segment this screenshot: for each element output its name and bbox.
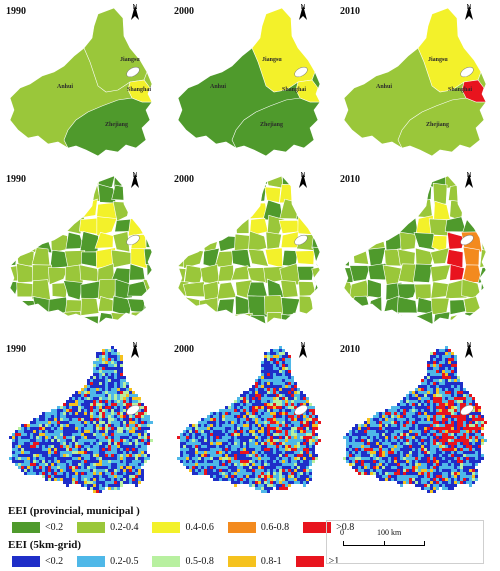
legend-swatch xyxy=(77,556,106,567)
label-jiangsu: Jiangsu xyxy=(428,57,448,63)
map-panel-grid-2000: 2000 N xyxy=(170,340,330,500)
map-panel-grid-1990: 1990 N xyxy=(2,340,162,500)
region-map xyxy=(9,175,153,325)
year-label: 1990 xyxy=(6,344,26,355)
legend-item: 0.2-0.5 xyxy=(77,556,138,567)
label-anhui: Anhui xyxy=(57,84,74,90)
legend-provincial-title: EEI (provincial, municipal ) xyxy=(8,505,140,517)
label-zhejiang: Zhejiang xyxy=(105,122,129,128)
legend-item: 0.8-1 xyxy=(227,556,282,567)
map-panel-provincial-2000: 2000 N Jiangsu Anhui Shanghai Zhejiang xyxy=(170,2,330,162)
map-panel-municipal-2000: 2000 N xyxy=(170,170,330,330)
label-shanghai: Shanghai xyxy=(127,87,152,93)
map-panel-provincial-1990: 1990 N Jiangsu Anhui Shanghai Zhejiang xyxy=(2,2,162,162)
year-label: 2010 xyxy=(340,174,360,185)
legend-label: 0.8-1 xyxy=(260,556,282,567)
legend-label: <0.2 xyxy=(45,522,64,533)
legend-swatch xyxy=(12,522,40,533)
legend-item: 0.5-0.8 xyxy=(152,556,214,567)
grid-map xyxy=(177,346,321,493)
scale-tick xyxy=(343,541,344,546)
north-arrow-icon: N xyxy=(296,172,310,188)
legend-label: >0.8 xyxy=(336,522,355,533)
legend-item: >0.8 xyxy=(303,522,354,533)
scale-label: 100 km xyxy=(377,528,402,537)
region-map xyxy=(343,175,487,325)
legend-label: 0.2-0.5 xyxy=(110,556,139,567)
legend-item: <0.2 xyxy=(12,556,63,567)
legend-swatch xyxy=(152,522,181,533)
legend-label: 0.5-0.8 xyxy=(185,556,214,567)
legend-swatch xyxy=(295,556,324,567)
north-arrow-icon: N xyxy=(462,342,476,358)
legend-swatch xyxy=(303,522,332,533)
year-label: 1990 xyxy=(6,174,26,185)
legend-label: >1 xyxy=(328,556,340,567)
region-map xyxy=(9,7,153,157)
map-panel-municipal-2010: 2010 N xyxy=(336,170,496,330)
north-arrow-icon: N xyxy=(296,4,310,20)
scale-tick xyxy=(384,541,385,546)
map-panel-municipal-1990: 1990 N xyxy=(2,170,162,330)
north-arrow-icon: N xyxy=(128,342,142,358)
grid-map xyxy=(343,346,487,493)
region-map xyxy=(177,175,321,325)
year-label: 2010 xyxy=(340,344,360,355)
region-map xyxy=(177,7,321,157)
north-arrow-icon: N xyxy=(128,172,142,188)
legend-swatch xyxy=(77,522,106,533)
north-arrow-icon: N xyxy=(462,172,476,188)
legend-label: 0.4-0.6 xyxy=(185,522,214,533)
north-arrow-icon: N xyxy=(128,4,142,20)
scalebar-frame xyxy=(326,520,484,564)
label-shanghai: Shanghai xyxy=(448,87,473,93)
legend-item: 0.2-0.4 xyxy=(77,522,138,533)
scale-zero: 0 xyxy=(340,528,344,537)
label-zhejiang: Zhejiang xyxy=(426,122,450,128)
legend-grid: <0.2 0.2-0.5 0.5-0.8 0.8-1 >1 xyxy=(12,556,353,567)
legend-swatch xyxy=(152,556,181,567)
label-jiangsu: Jiangsu xyxy=(120,57,140,63)
scale-bar: 0 100 km xyxy=(335,527,455,557)
scale-tick xyxy=(424,541,425,546)
label-anhui: Anhui xyxy=(210,84,227,90)
grid-map xyxy=(9,346,153,493)
legend-item: 0.4-0.6 xyxy=(152,522,214,533)
year-label: 2000 xyxy=(174,344,194,355)
legend-item: <0.2 xyxy=(12,522,63,533)
year-label: 2000 xyxy=(174,174,194,185)
year-label: 2000 xyxy=(174,6,194,17)
legend-swatch xyxy=(227,556,256,567)
map-panel-grid-2010: 2010 N xyxy=(336,340,496,500)
label-jiangsu: Jiangsu xyxy=(262,57,282,63)
label-shanghai: Shanghai xyxy=(282,87,307,93)
legend-label: 0.6-0.8 xyxy=(260,522,290,533)
legend-item: 0.6-0.8 xyxy=(227,522,290,533)
map-panel-provincial-2010: 2010 N Jiangsu Anhui Shanghai Zhejiang xyxy=(336,2,496,162)
legend-grid-title: EEI (5km-grid) xyxy=(8,539,82,551)
label-zhejiang: Zhejiang xyxy=(260,122,284,128)
legend-label: <0.2 xyxy=(45,556,64,567)
legend-item: >1 xyxy=(295,556,340,567)
legend-swatch xyxy=(227,522,256,533)
north-arrow-icon: N xyxy=(462,4,476,20)
year-label: 1990 xyxy=(6,6,26,17)
north-arrow-icon: N xyxy=(296,342,310,358)
legend-provincial: <0.2 0.2-0.4 0.4-0.6 0.6-0.8 >0.8 xyxy=(12,522,368,533)
region-map xyxy=(343,7,487,157)
legend-swatch xyxy=(12,556,40,567)
label-anhui: Anhui xyxy=(376,84,393,90)
legend-label: 0.2-0.4 xyxy=(110,522,139,533)
year-label: 2010 xyxy=(340,6,360,17)
